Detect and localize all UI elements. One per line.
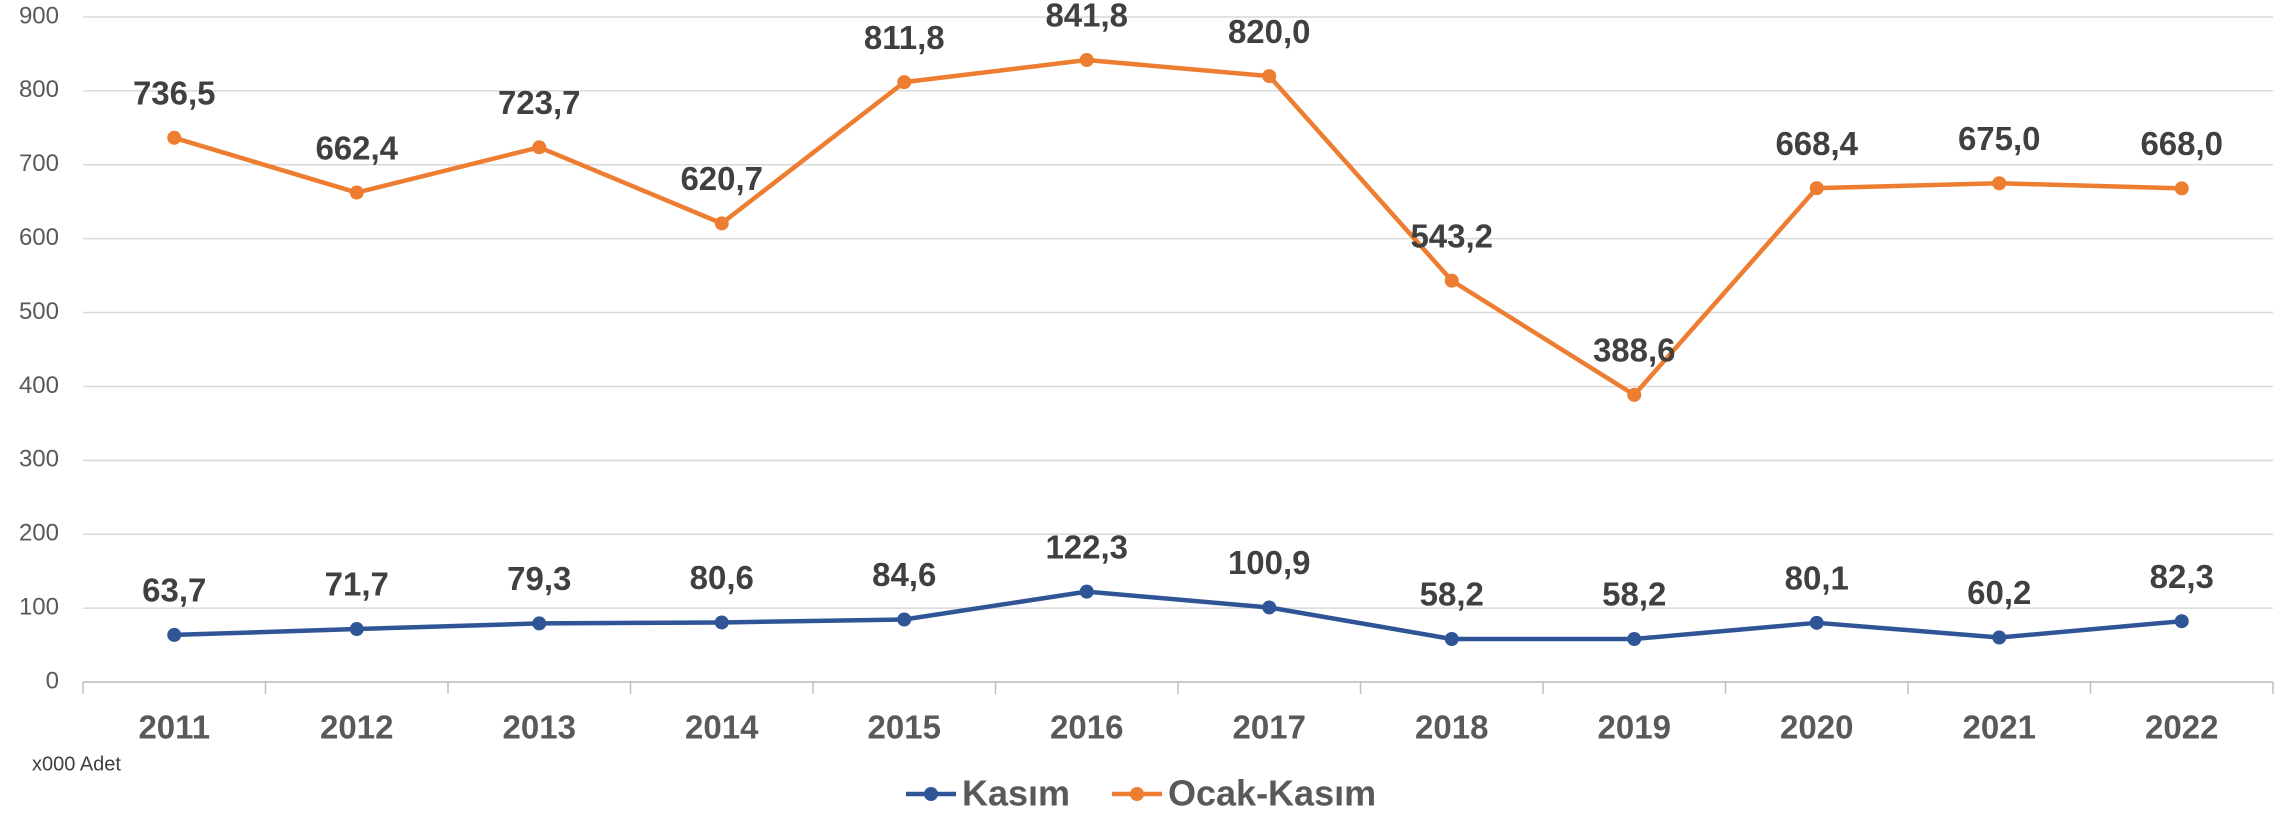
y-tick-label: 500 [19,298,59,325]
data-label: 811,8 [864,19,945,56]
x-tick-label: 2016 [1050,709,1123,746]
data-label: 60,2 [1967,574,2031,611]
series-line [174,589,2182,642]
x-tick-label: 2018 [1415,709,1488,746]
x-tick-label: 2013 [503,709,576,746]
data-label: 388,6 [1593,332,1676,369]
data-point [1444,631,1459,646]
y-tick-label: 0 [46,667,59,694]
data-label: 122,3 [1045,528,1128,565]
data-point [1809,615,1824,630]
data-label: 71,7 [325,566,389,603]
x-tick-label: 2014 [685,709,759,746]
data-label: 723,7 [498,84,581,121]
data-label: 79,3 [507,560,571,597]
y-tick-label: 200 [19,520,59,547]
data-label: 58,2 [1602,576,1666,613]
data-point [1992,630,2007,645]
data-label: 675,0 [1958,120,2041,157]
data-point [1444,273,1459,288]
data-label: 84,6 [872,556,936,593]
y-tick-label: 800 [19,76,59,103]
data-point [532,140,547,155]
y-tick-label: 300 [19,446,59,473]
x-tick-label: 2017 [1233,709,1306,746]
data-label: 543,2 [1410,217,1493,254]
data-label: 82,3 [2150,558,2214,595]
x-tick-label: 2012 [320,709,393,746]
series-line [173,57,2182,398]
data-point [1079,53,1094,68]
data-label: 736,5 [133,75,216,112]
data-label: 668,0 [2140,125,2223,162]
data-point [1809,181,1824,196]
data-point [1262,600,1277,615]
data-label: 100,9 [1228,544,1311,581]
data-point [2174,614,2189,629]
data-point [1627,631,1642,646]
data-point [1262,69,1277,84]
data-label: 63,7 [142,572,206,609]
x-tick-label: 2021 [1963,709,2036,746]
data-point [714,216,729,231]
y-tick-label: 100 [19,593,59,620]
data-label: 58,2 [1420,576,1484,613]
legend-marker [1130,787,1144,801]
x-tick-label: 2022 [2145,709,2218,746]
x-tick-label: 2020 [1780,709,1853,746]
data-label: 620,7 [680,160,763,197]
data-point [349,185,364,200]
legend-marker [924,787,938,801]
data-label: 80,6 [690,559,754,596]
data-label: 820,0 [1228,13,1311,50]
unit-note: x000 Adet [32,753,121,775]
legend-label: Ocak-Kasım [1168,773,1376,814]
data-point [2174,181,2189,196]
data-point [1079,584,1094,599]
y-tick-label: 700 [19,150,59,177]
x-tick-label: 2015 [868,709,941,746]
data-point [167,627,182,642]
data-point [1627,387,1642,402]
data-point [532,616,547,631]
data-point [897,612,912,627]
x-tick-label: 2019 [1598,709,1671,746]
data-label: 662,4 [315,129,398,166]
data-point [1992,176,2007,191]
data-point [714,615,729,630]
y-tick-label: 400 [19,372,59,399]
data-label: 841,8 [1045,0,1128,34]
x-tick-label: 2011 [138,709,210,746]
data-point [167,130,182,145]
data-label: 668,4 [1775,125,1858,162]
y-tick-label: 900 [19,2,59,29]
y-tick-label: 600 [19,224,59,251]
data-label: 80,1 [1785,560,1849,597]
data-point [897,75,912,90]
data-point [349,622,364,637]
legend-label: Kasım [962,773,1070,814]
